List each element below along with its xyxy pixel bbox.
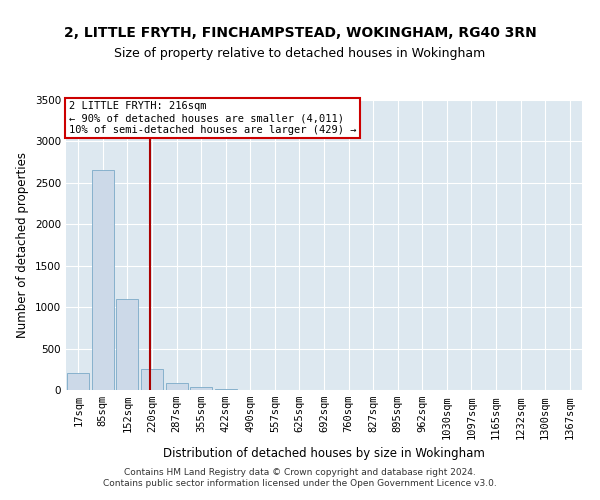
Text: 2 LITTLE FRYTH: 216sqm
← 90% of detached houses are smaller (4,011)
10% of semi-: 2 LITTLE FRYTH: 216sqm ← 90% of detached… [68,102,356,134]
Text: Contains HM Land Registry data © Crown copyright and database right 2024.
Contai: Contains HM Land Registry data © Crown c… [103,468,497,487]
X-axis label: Distribution of detached houses by size in Wokingham: Distribution of detached houses by size … [163,447,485,460]
Y-axis label: Number of detached properties: Number of detached properties [16,152,29,338]
Text: 2, LITTLE FRYTH, FINCHAMPSTEAD, WOKINGHAM, RG40 3RN: 2, LITTLE FRYTH, FINCHAMPSTEAD, WOKINGHA… [64,26,536,40]
Bar [215,389,237,390]
Bar [116,299,139,390]
Bar [67,374,89,390]
Text: Size of property relative to detached houses in Wokingham: Size of property relative to detached ho… [115,47,485,60]
Bar [190,386,212,390]
Bar [166,384,188,390]
Bar [92,170,114,390]
Bar [141,370,163,390]
